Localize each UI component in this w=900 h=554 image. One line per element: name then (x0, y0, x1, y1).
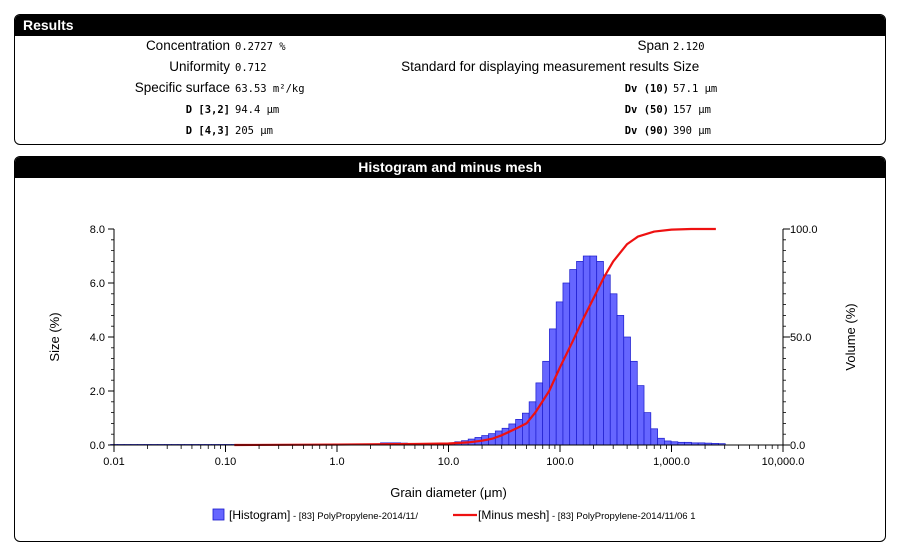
histogram-bar (569, 269, 577, 446)
legend-minus-mesh-key: [Minus mesh] (478, 508, 549, 522)
x-tick-label: 10.0 (438, 456, 459, 468)
histogram-panel-title: Histogram and minus mesh (15, 157, 885, 178)
histogram-bar (582, 255, 591, 446)
x-tick-label: 0.10 (215, 456, 236, 468)
legend-histogram-label: [Histogram] - [83] PolyPropylene-2014/11… (229, 508, 418, 522)
result-value: 205 µm (235, 125, 273, 137)
x-tick-label: 100.0 (546, 456, 574, 468)
result-value: 157 µm (673, 104, 711, 116)
y-right-tick-label: 100.0 (790, 224, 818, 236)
result-value: 0.712 (235, 62, 267, 74)
minus-mesh-line (234, 227, 716, 447)
histogram-bar (603, 274, 611, 446)
histogram-bar (616, 315, 625, 446)
results-title: Results (15, 15, 885, 36)
histogram-bar (576, 261, 584, 446)
legend-histogram-key: [Histogram] (229, 508, 290, 522)
y-right-tick-label: 0.0 (790, 440, 805, 452)
y-left-tick-label: 6.0 (90, 278, 105, 290)
result-row: Dv (10) 57.1 µm (435, 80, 875, 100)
legend-minus-mesh-label: [Minus mesh] - [83] PolyPropylene-2014/1… (478, 508, 695, 522)
y-left-tick-label: 8.0 (90, 224, 105, 236)
result-row: Span 2.120 (435, 38, 875, 58)
result-label: Standard for displaying measurement resu… (401, 59, 669, 74)
result-value: 390 µm (673, 125, 711, 137)
x-tick-label: 0.01 (103, 456, 124, 468)
result-value: 94.4 µm (235, 104, 280, 116)
x-tick-label: 1.0 (329, 456, 344, 468)
results-panel: Results Concentration 0.2727 % Uniformity 0… (14, 14, 886, 145)
y-left-axis-title: Size (%) (47, 312, 62, 361)
result-label: Dv (50) (624, 104, 669, 116)
x-axis-title: Grain diameter (μm) (390, 485, 507, 500)
histogram-chart: 0.01 0.10 1.0 10.0 100.0 1,000.0 10,000.0 0.0 2.… (47, 224, 858, 522)
result-label: Dv (90) (624, 125, 669, 137)
histogram-bar (636, 385, 645, 446)
result-row: Dv (90) 390 µm (435, 122, 875, 142)
result-label: D [3,2] (185, 104, 230, 116)
result-label: Specific surface (134, 80, 230, 95)
x-tick-label: 1,000.0 (653, 456, 690, 468)
y-right-tick-label: 50.0 (790, 332, 811, 344)
y-left-tick-label: 4.0 (90, 332, 105, 344)
legend-histogram-source: - [83] PolyPropylene-2014/11/ (290, 511, 418, 522)
result-label: Span (637, 38, 669, 53)
histogram-bar (508, 423, 516, 446)
y-right-axis-title: Volume (%) (843, 303, 858, 370)
result-row: Standard for displaying measurement resu… (401, 59, 875, 79)
histogram-bar (562, 282, 571, 446)
result-row: D [3,2] 94.4 µm (15, 101, 435, 121)
histogram-bar (535, 382, 544, 446)
histogram-bar (522, 412, 530, 446)
legend-histogram-swatch (212, 508, 225, 521)
result-value: 0.2727 % (235, 41, 286, 53)
histogram-bar (528, 401, 537, 446)
result-value: Size (673, 59, 700, 74)
result-value: 57.1 µm (673, 83, 718, 95)
y-left-tick-label: 0.0 (90, 440, 105, 452)
y-left-tick-label: 2.0 (90, 386, 105, 398)
result-label: D [4,3] (185, 125, 230, 137)
result-value: 2.120 (673, 41, 705, 53)
result-row: D [4,3] 205 µm (15, 122, 435, 142)
result-row: Uniformity 0.712 (15, 59, 435, 79)
result-label: Uniformity (169, 59, 230, 74)
histogram-bar (515, 419, 523, 446)
x-tick-label: 10,000.0 (762, 456, 805, 468)
result-label: Dv (10) (624, 83, 669, 95)
result-label: Concentration (145, 38, 230, 53)
histogram-bar (542, 360, 550, 446)
histogram-bar (630, 360, 638, 446)
histogram-bar (643, 412, 652, 446)
histogram-bar (589, 255, 598, 446)
histogram-bar (623, 336, 631, 446)
histogram-bar (609, 293, 618, 446)
result-value: 63.53 m²/kg (235, 83, 305, 95)
histogram-bar (664, 440, 672, 446)
result-row: Specific surface 63.53 m²/kg (15, 80, 435, 100)
histogram-bar (657, 437, 665, 446)
result-row: Concentration 0.2727 % (15, 38, 435, 58)
legend-minus-mesh-source: - [83] PolyPropylene-2014/11/06 1 (549, 511, 695, 522)
histogram-bar (650, 428, 658, 446)
result-row: Dv (50) 157 µm (435, 101, 875, 121)
histogram-panel: Histogram and minus mesh 0.01 0.10 1.0 10.0… (14, 156, 886, 542)
histogram-bar (501, 427, 510, 446)
